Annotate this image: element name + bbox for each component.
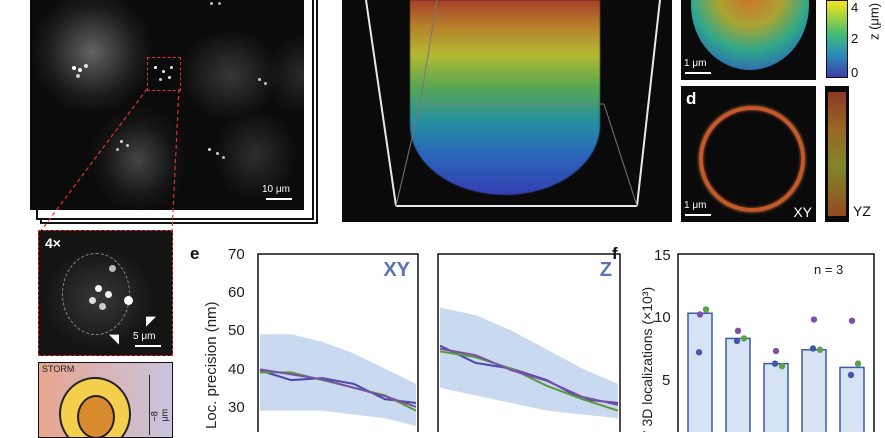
scalebar [685, 214, 711, 216]
replicate-point [772, 347, 780, 355]
plot-frame [677, 253, 875, 432]
scalebar [266, 198, 292, 200]
plot-title: Z [600, 259, 612, 281]
y-tick-label: 10 [654, 309, 671, 326]
replicate-point [696, 311, 704, 318]
replicate-point [810, 316, 818, 323]
colorbar-tick: 4 [851, 0, 859, 15]
replicate-point [695, 349, 703, 356]
y-tick-label: 70 [228, 246, 245, 263]
3d-localization-cloud [410, 0, 600, 195]
replicate-point [733, 337, 741, 345]
replicate-point [771, 360, 779, 367]
storm-schematic: STORM ~8 μm [38, 362, 173, 438]
y-tick-label: 30 [228, 399, 245, 416]
panel-b-image [342, 0, 672, 222]
panel-c-image: 1 μm [681, 0, 816, 80]
arrowhead-icon: ◥ [109, 331, 119, 346]
colorbar-label: z (μm) [866, 2, 882, 41]
series-line [439, 344, 619, 404]
colorbar-tick: 0 [851, 65, 859, 80]
panel-f-chart: ° 3D localizations (×10³) 15 10 5 n = 3 [639, 247, 875, 432]
series-line [439, 350, 619, 412]
z-colorbar [826, 0, 848, 78]
y-tick-label: 15 [654, 247, 671, 264]
y-tick-label: 50 [228, 322, 245, 339]
annotation: n = 3 [814, 262, 843, 277]
replicate-point [740, 335, 748, 342]
replicate-point [816, 346, 824, 353]
plot-title: XY [383, 259, 410, 281]
replicate-point [778, 362, 786, 370]
replicate-point [702, 306, 710, 313]
arrowhead-icon: ◤ [146, 313, 156, 328]
yz-label: YZ [853, 203, 871, 219]
panel-e-label: e [190, 244, 200, 263]
scalebar-label: 10 μm [262, 184, 290, 195]
panel-d-label: d [686, 89, 697, 108]
nucleus-shape [77, 395, 115, 437]
bar [839, 366, 865, 432]
precision-band [440, 307, 618, 419]
colorbar-tick: 2 [851, 31, 859, 46]
bar [763, 362, 789, 432]
series-line [439, 347, 619, 406]
panel-f-label: f [612, 244, 618, 263]
panel-d-yz-image [825, 86, 849, 222]
inset-image: 4× ◤ ◥ 5 μm [38, 230, 173, 356]
scalebar-label: 1 μm [684, 200, 707, 211]
zoom-label: 4× [45, 235, 61, 251]
panel-a-image: 10 μm [30, 0, 304, 210]
bar [725, 337, 751, 432]
y-tick-label: 5 [662, 372, 670, 389]
z-precision-plot: Z [437, 253, 621, 432]
bar [687, 312, 713, 432]
bar-group [687, 306, 865, 432]
panel-e-chart: Loc. precision (nm) 70 60 50 40 30 XY Z [203, 246, 621, 432]
scalebar-label: 5 μm [133, 331, 156, 342]
series-line [259, 369, 417, 404]
storm-label: STORM [42, 364, 75, 374]
y-tick-label: 60 [228, 284, 245, 301]
xy-precision-plot: XY [257, 253, 419, 432]
y-axis-label: ° 3D localizations (×10³) [639, 287, 655, 432]
scalebar [135, 345, 161, 347]
y-tick-label: 40 [228, 361, 245, 378]
zoom-region-box [147, 57, 181, 91]
height-label: ~8 μm [149, 408, 170, 422]
scalebar [685, 72, 711, 74]
replicate-point [848, 317, 856, 324]
y-axis-label: Loc. precision (nm) [203, 301, 220, 429]
nuclear-envelope-ring [699, 106, 805, 212]
panel-d-xy-image: d 1 μm XY [681, 86, 816, 222]
replicate-point [809, 345, 817, 352]
scalebar-label: 1 μm [684, 58, 707, 69]
replicate-point [854, 360, 862, 367]
bounding-box-frame [365, 0, 661, 207]
series-line [259, 368, 417, 408]
replicate-point [734, 327, 742, 335]
xy-label: XY [793, 204, 812, 220]
bar [801, 349, 827, 432]
replicate-point [847, 371, 855, 379]
